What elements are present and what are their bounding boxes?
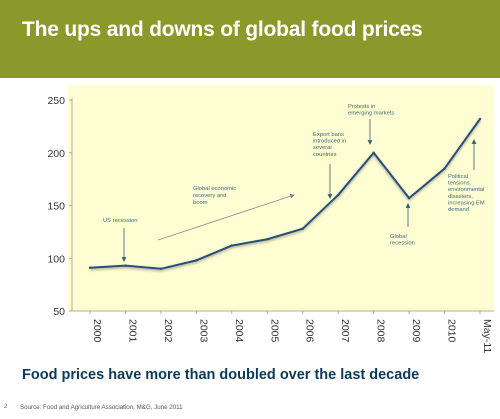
x-tick-label: 2003 (197, 319, 209, 343)
annotation-global-recession: recession (390, 241, 415, 247)
x-tick-label: 2000 (91, 319, 103, 343)
price-index-line (89, 118, 481, 270)
data-point-2007 (336, 193, 340, 197)
x-tick-label: 2010 (446, 319, 458, 343)
annotation-us-recession: US recession (103, 218, 137, 224)
x-tick-label: 2005 (268, 319, 280, 343)
slide-header: The ups and downs of global food prices (0, 0, 500, 78)
data-point-2001 (124, 264, 127, 267)
annotation-protests: Protests in (348, 104, 375, 110)
y-tick-label: 150 (47, 201, 65, 213)
data-point-2004 (230, 244, 234, 247)
annotation-political-tensions: disasters, (448, 194, 473, 200)
annotation-political-tensions: tensions, (448, 181, 472, 187)
x-tick-label: 2007 (339, 319, 351, 343)
x-tick-label: 2006 (304, 319, 316, 343)
data-point-2000 (88, 266, 92, 269)
slide-title: The ups and downs of global food prices (22, 18, 423, 41)
y-tick-label: 50 (53, 306, 65, 318)
x-tick-label: 2001 (126, 319, 138, 343)
annotation-political-tensions: Political (448, 174, 468, 180)
data-point-May-11 (478, 117, 482, 121)
y-tick-label: 100 (47, 253, 65, 265)
source-note: Source: Food and Agriculture Association… (20, 404, 183, 411)
x-tick-label: 2008 (375, 319, 387, 343)
x-tick-label: 2002 (162, 319, 174, 343)
annotation-global-recovery: recovery and (193, 193, 227, 199)
annotation-global-recession: Global (390, 234, 407, 240)
annotation-political-tensions: increasing EM (448, 200, 485, 206)
data-point-2010 (443, 167, 446, 170)
y-tick-label: 250 (47, 95, 65, 107)
arrow-global-recovery (157, 193, 295, 241)
data-point-2005 (266, 238, 269, 241)
annotation-export-bans: Export bans (313, 132, 344, 138)
food-price-chart: 50 100 150 200 250 2000 2001 2002 2003 2004 2005 20… (47, 85, 494, 353)
data-point-2009 (407, 196, 411, 200)
x-tick-label: 2009 (410, 319, 422, 343)
annotation-political-tensions: demand (448, 207, 469, 213)
annotation-export-bans: introduced in (313, 139, 346, 145)
data-point-2008 (372, 151, 375, 154)
annotation-protests: emerging markets (348, 111, 394, 117)
page-number: 2 (4, 404, 8, 410)
annotation-export-bans: several (313, 145, 332, 151)
annotation-political-tensions: environmental (448, 187, 484, 193)
x-tick-label: 2004 (233, 319, 245, 343)
annotation-export-bans: countries (313, 152, 337, 158)
y-tick-label: 200 (47, 148, 65, 160)
data-point-2003 (195, 259, 198, 262)
data-point-2002 (159, 267, 163, 270)
annotation-global-recovery: boom (193, 200, 208, 206)
annotation-global-recovery: Global economic (193, 186, 236, 192)
chart-caption: Food prices have more than doubled over … (22, 367, 420, 383)
data-point-2006 (301, 227, 304, 230)
x-tick-label: May-11 (481, 319, 493, 353)
plot-area (68, 85, 494, 312)
